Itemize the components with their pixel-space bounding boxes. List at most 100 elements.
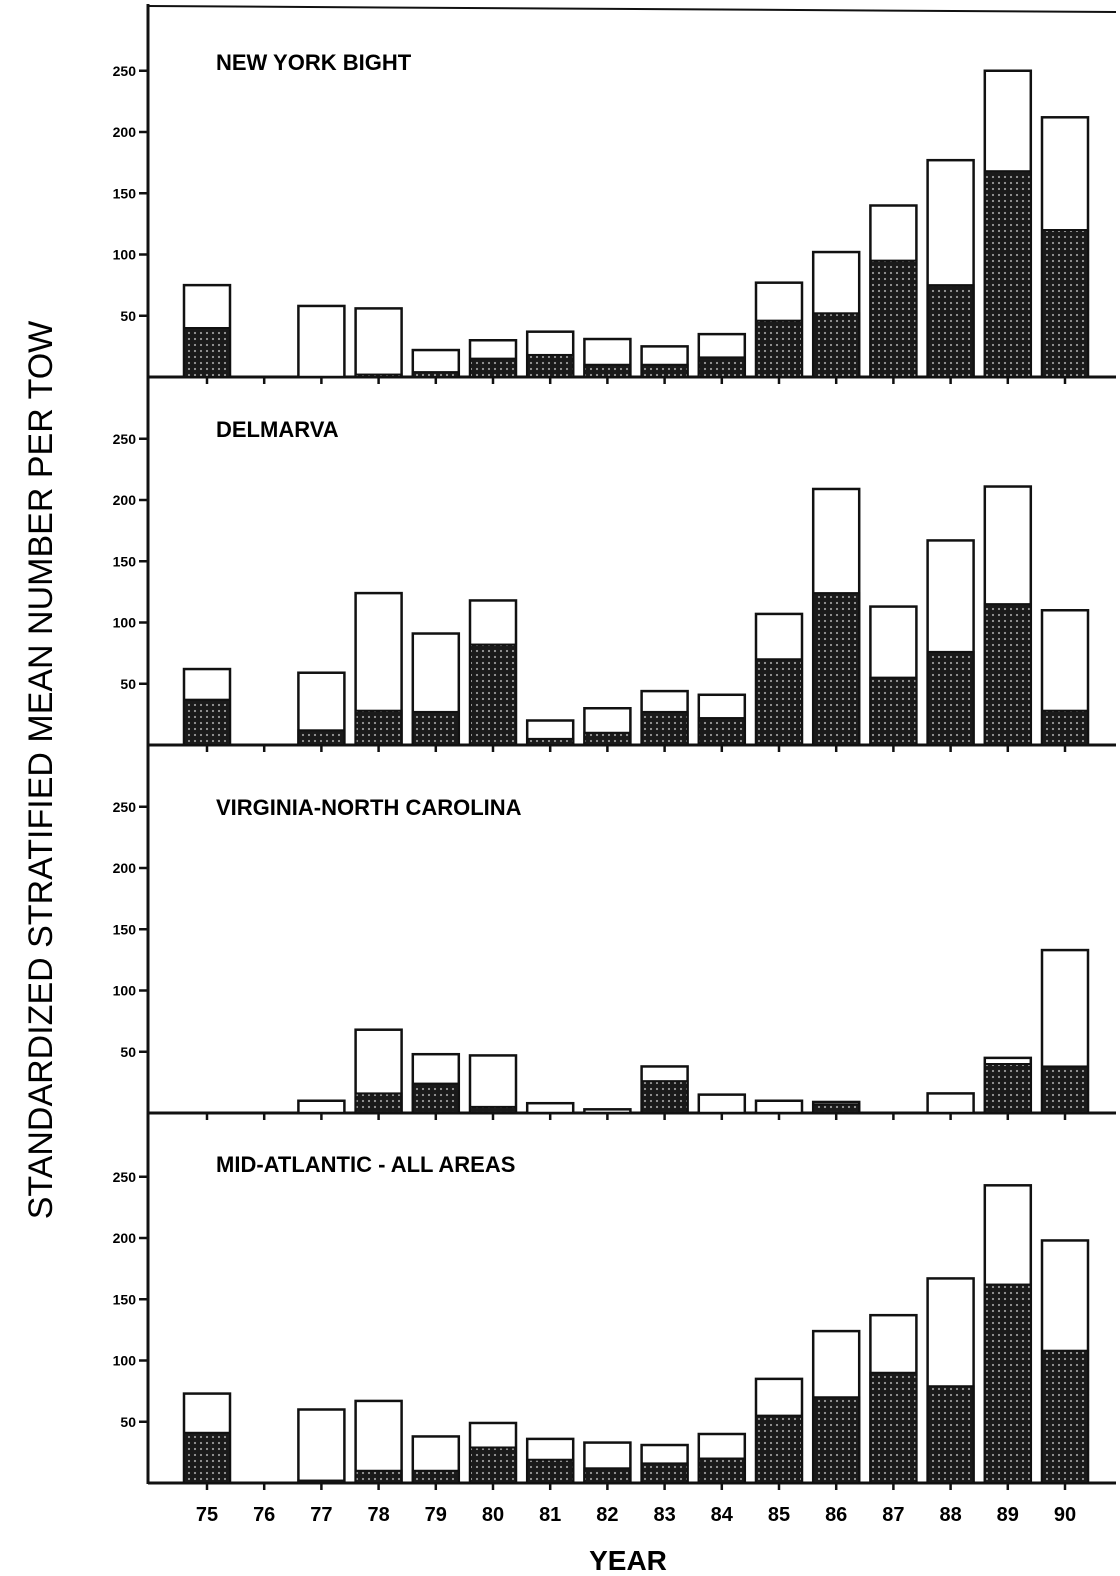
panel-title-mid-atlantic: MID-ATLANTIC - ALL AREAS	[216, 1152, 515, 1177]
bar-shaded-new-york-bight-81	[526, 353, 575, 379]
bar-mid-atlantic-77	[297, 1408, 346, 1485]
y-tick-label-new-york-bight: 200	[113, 124, 137, 140]
bar-shaded-new-york-bight-78	[354, 373, 403, 378]
y-tick-label-mid-atlantic: 100	[113, 1353, 137, 1369]
bar-shaded-new-york-bight-85	[755, 319, 803, 378]
panels-layer: 50 100 150 200 250 50 100 150 200 250 50 100 150 200 2…	[113, 4, 1117, 1490]
bar-shaded-mid-atlantic-78	[354, 1469, 403, 1484]
bar-virginia-north-carolina-77	[297, 1099, 346, 1115]
y-tick-label-delmarva: 200	[113, 492, 137, 508]
bar-shaded-delmarva-86	[812, 592, 861, 746]
bar-shaded-delmarva-84	[697, 717, 746, 746]
bar-shaded-mid-atlantic-84	[697, 1457, 746, 1484]
x-tick-label-89: 89	[997, 1504, 1019, 1526]
bar-virginia-north-carolina-82	[583, 1108, 632, 1115]
y-tick-label-mid-atlantic: 150	[113, 1291, 137, 1307]
bar-shaded-new-york-bight-80	[469, 357, 517, 378]
bar-shaded-new-york-bight-79	[411, 371, 460, 379]
y-tick-label-virginia-north-carolina: 250	[113, 799, 137, 815]
bar-new-york-bight-78	[354, 307, 403, 379]
x-tick-label-90: 90	[1054, 1504, 1076, 1526]
bar-shaded-new-york-bight-83	[640, 363, 689, 378]
x-tick-labels: 75 76 77 78 79 80 81 82 83 84 85 86 87 88 89 90	[196, 1504, 1076, 1526]
bar-shaded-delmarva-85	[755, 658, 803, 746]
y-tick-label-mid-atlantic: 250	[113, 1169, 137, 1185]
x-tick-label-78: 78	[367, 1504, 389, 1526]
bar-virginia-north-carolina-80	[468, 1054, 518, 1115]
bar-shaded-new-york-bight-87	[869, 259, 918, 378]
bar-shaded-mid-atlantic-87	[869, 1371, 918, 1484]
top-border-line	[147, 5, 1117, 13]
x-tick-label-87: 87	[882, 1504, 904, 1526]
bar-shaded-mid-atlantic-75	[183, 1431, 231, 1485]
bar-shaded-mid-atlantic-88	[926, 1385, 975, 1484]
bar-new-york-bight-77	[297, 304, 346, 379]
bar-shaded-delmarva-87	[869, 676, 918, 746]
y-tick-label-new-york-bight: 100	[113, 247, 137, 263]
bar-shaded-mid-atlantic-90	[1041, 1349, 1089, 1484]
bar-shaded-new-york-bight-86	[812, 312, 861, 378]
y-tick-label-mid-atlantic: 50	[120, 1414, 136, 1430]
bar-shaded-delmarva-88	[926, 650, 975, 747]
y-axis-title: STANDARDIZED STRATIFIED MEAN NUMBER PER …	[22, 321, 60, 1220]
x-tick-label-85: 85	[768, 1504, 790, 1526]
y-tick-label-delmarva: 50	[120, 676, 136, 692]
bar-shaded-new-york-bight-88	[926, 284, 975, 378]
x-tick-label-82: 82	[596, 1504, 618, 1526]
bar-shaded-mid-atlantic-86	[812, 1396, 861, 1484]
bar-shaded-delmarva-78	[354, 709, 403, 747]
bar-shaded-new-york-bight-84	[697, 356, 746, 378]
bar-shaded-mid-atlantic-77	[297, 1479, 346, 1485]
bar-shaded-new-york-bight-90	[1041, 229, 1089, 378]
bar-shaded-delmarva-83	[640, 710, 689, 746]
bar-shaded-mid-atlantic-83	[640, 1462, 689, 1485]
y-tick-label-delmarva: 100	[113, 615, 137, 631]
y-tick-label-new-york-bight: 250	[113, 63, 137, 79]
bar-shaded-delmarva-77	[297, 729, 346, 746]
bar-shaded-new-york-bight-75	[183, 327, 231, 378]
bar-shaded-virginia-north-carolina-80	[469, 1105, 517, 1114]
bar-shaded-mid-atlantic-81	[526, 1458, 575, 1484]
y-tick-label-virginia-north-carolina: 100	[113, 983, 137, 999]
bar-virginia-north-carolina-88	[926, 1092, 975, 1115]
bar-shaded-virginia-north-carolina-89	[983, 1063, 1032, 1114]
bar-shaded-mid-atlantic-82	[583, 1467, 632, 1485]
bar-shaded-virginia-north-carolina-86	[812, 1103, 861, 1115]
bar-shaded-mid-atlantic-79	[411, 1469, 460, 1484]
bar-shaded-delmarva-90	[1041, 709, 1089, 747]
x-tick-label-75: 75	[196, 1504, 218, 1526]
x-tick-label-79: 79	[425, 1504, 447, 1526]
bar-virginia-north-carolina-81	[525, 1101, 575, 1115]
x-tick-label-80: 80	[482, 1504, 504, 1526]
bar-shaded-mid-atlantic-85	[755, 1414, 803, 1484]
y-tick-label-delmarva: 150	[113, 553, 137, 569]
panel-title-virginia-north-carolina: VIRGINIA-NORTH CAROLINA	[216, 795, 522, 820]
x-tick-label-76: 76	[253, 1504, 275, 1526]
bar-shaded-new-york-bight-82	[583, 363, 632, 378]
panel-title-new-york-bight: NEW YORK BIGHT	[216, 50, 412, 75]
panel-title-delmarva: DELMARVA	[216, 417, 339, 442]
y-tick-label-virginia-north-carolina: 200	[113, 860, 137, 876]
y-tick-label-delmarva: 250	[113, 431, 137, 447]
x-tick-label-77: 77	[310, 1504, 332, 1526]
x-tick-label-84: 84	[711, 1504, 734, 1526]
bar-shaded-delmarva-82	[583, 731, 632, 746]
bar-shaded-delmarva-75	[183, 698, 231, 746]
y-tick-label-mid-atlantic: 200	[113, 1230, 137, 1246]
bar-shaded-mid-atlantic-89	[983, 1283, 1032, 1485]
x-tick-label-86: 86	[825, 1504, 847, 1526]
bar-shaded-virginia-north-carolina-79	[411, 1082, 460, 1114]
x-tick-label-88: 88	[939, 1504, 961, 1526]
x-tick-label-83: 83	[653, 1504, 675, 1526]
bar-shaded-delmarva-80	[469, 643, 517, 746]
bar-shaded-delmarva-79	[411, 710, 460, 746]
bar-shaded-mid-atlantic-80	[469, 1446, 517, 1484]
bar-shaded-virginia-north-carolina-90	[1041, 1065, 1089, 1114]
bar-shaded-virginia-north-carolina-78	[354, 1092, 403, 1115]
bar-shaded-delmarva-81	[526, 737, 575, 746]
bar-virginia-north-carolina-85	[754, 1099, 804, 1115]
bar-shaded-new-york-bight-89	[983, 170, 1032, 378]
y-tick-label-new-york-bight: 150	[113, 185, 137, 201]
bar-shaded-delmarva-89	[983, 603, 1032, 746]
